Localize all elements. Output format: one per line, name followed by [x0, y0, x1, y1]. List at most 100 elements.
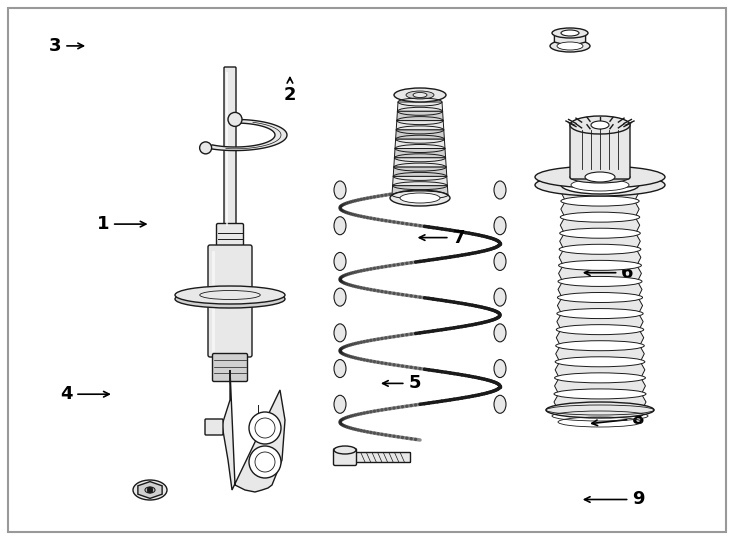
Polygon shape: [206, 119, 287, 151]
Polygon shape: [554, 394, 646, 410]
Circle shape: [255, 418, 275, 438]
Ellipse shape: [334, 288, 346, 306]
Text: 4: 4: [59, 385, 109, 403]
Ellipse shape: [559, 260, 642, 271]
Ellipse shape: [557, 308, 643, 319]
Polygon shape: [560, 217, 640, 233]
Ellipse shape: [535, 166, 665, 188]
Ellipse shape: [550, 40, 590, 52]
Polygon shape: [559, 265, 642, 281]
Polygon shape: [396, 130, 444, 139]
Text: 3: 3: [48, 37, 84, 55]
Polygon shape: [397, 102, 443, 111]
Ellipse shape: [556, 325, 644, 335]
Ellipse shape: [557, 293, 642, 302]
Ellipse shape: [554, 389, 646, 399]
Ellipse shape: [334, 217, 346, 235]
Ellipse shape: [400, 193, 440, 203]
Polygon shape: [396, 120, 444, 130]
Polygon shape: [560, 233, 640, 249]
Ellipse shape: [334, 446, 356, 454]
Ellipse shape: [552, 28, 588, 38]
FancyBboxPatch shape: [333, 449, 357, 465]
Polygon shape: [557, 314, 643, 329]
Circle shape: [249, 412, 281, 444]
Circle shape: [249, 446, 281, 478]
FancyBboxPatch shape: [224, 67, 236, 231]
FancyBboxPatch shape: [355, 453, 410, 462]
Circle shape: [147, 487, 153, 493]
Ellipse shape: [133, 480, 167, 500]
Circle shape: [228, 112, 242, 126]
Ellipse shape: [571, 179, 629, 191]
FancyBboxPatch shape: [205, 419, 223, 435]
Ellipse shape: [145, 487, 155, 493]
Polygon shape: [393, 177, 448, 186]
Ellipse shape: [556, 341, 644, 350]
Ellipse shape: [390, 190, 450, 206]
Ellipse shape: [561, 30, 579, 36]
Ellipse shape: [494, 395, 506, 413]
FancyBboxPatch shape: [208, 245, 252, 357]
Ellipse shape: [494, 217, 506, 235]
Ellipse shape: [334, 360, 346, 377]
Polygon shape: [394, 148, 446, 158]
Text: 1: 1: [96, 215, 146, 233]
Ellipse shape: [560, 212, 640, 222]
Polygon shape: [559, 249, 641, 265]
Ellipse shape: [334, 324, 346, 342]
Polygon shape: [561, 201, 639, 217]
Ellipse shape: [559, 244, 641, 254]
FancyBboxPatch shape: [217, 224, 244, 248]
Text: 6: 6: [584, 264, 634, 282]
Text: 9: 9: [584, 490, 645, 509]
Ellipse shape: [562, 180, 639, 190]
Ellipse shape: [494, 324, 506, 342]
Text: 7: 7: [419, 228, 465, 247]
Polygon shape: [394, 158, 446, 167]
Polygon shape: [393, 167, 447, 177]
Polygon shape: [555, 378, 645, 394]
Circle shape: [200, 142, 211, 154]
Polygon shape: [554, 30, 586, 46]
Ellipse shape: [557, 42, 583, 50]
Ellipse shape: [570, 171, 630, 183]
Ellipse shape: [334, 252, 346, 271]
Ellipse shape: [394, 88, 446, 102]
Ellipse shape: [591, 121, 609, 129]
Ellipse shape: [406, 91, 434, 99]
Ellipse shape: [561, 176, 639, 194]
Polygon shape: [562, 185, 639, 201]
Text: 8: 8: [592, 409, 645, 428]
Polygon shape: [556, 329, 644, 346]
FancyBboxPatch shape: [213, 354, 247, 381]
Ellipse shape: [570, 116, 630, 134]
Ellipse shape: [494, 252, 506, 271]
Ellipse shape: [494, 181, 506, 199]
Ellipse shape: [561, 196, 639, 206]
Ellipse shape: [413, 92, 427, 98]
Ellipse shape: [585, 172, 615, 182]
Ellipse shape: [334, 181, 346, 199]
Ellipse shape: [494, 288, 506, 306]
Polygon shape: [555, 362, 645, 378]
Ellipse shape: [546, 402, 654, 418]
Text: 5: 5: [382, 374, 421, 393]
Ellipse shape: [555, 357, 645, 367]
Polygon shape: [397, 111, 443, 120]
Polygon shape: [138, 482, 162, 498]
Ellipse shape: [200, 291, 261, 300]
Polygon shape: [557, 298, 642, 314]
FancyBboxPatch shape: [570, 123, 630, 179]
Ellipse shape: [334, 395, 346, 413]
Ellipse shape: [175, 286, 285, 304]
Circle shape: [255, 452, 275, 472]
Ellipse shape: [558, 276, 642, 286]
Polygon shape: [392, 186, 448, 195]
Ellipse shape: [555, 373, 645, 383]
Polygon shape: [556, 346, 644, 362]
Text: 2: 2: [283, 78, 297, 104]
Ellipse shape: [175, 290, 285, 308]
Polygon shape: [395, 139, 445, 148]
Ellipse shape: [560, 228, 640, 238]
